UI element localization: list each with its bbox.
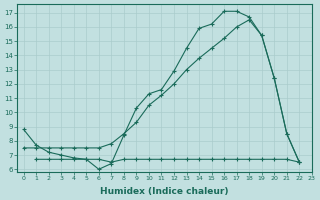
X-axis label: Humidex (Indice chaleur): Humidex (Indice chaleur) [100,187,229,196]
